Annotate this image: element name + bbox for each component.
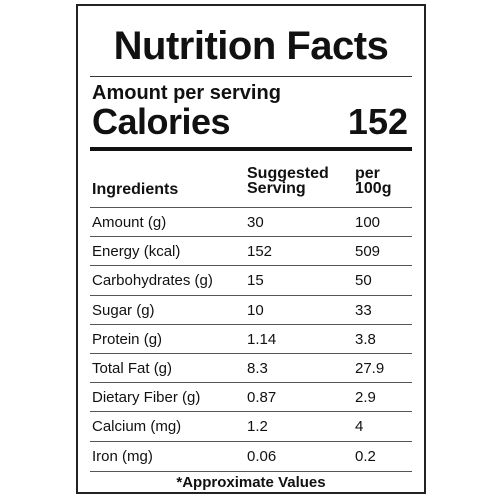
calories-label: Calories: [92, 101, 231, 142]
row-serving-value: 0.87: [247, 389, 277, 407]
row-per100-value: 33: [355, 301, 372, 319]
row-ingredient: Protein (g): [92, 330, 163, 348]
table-row: Energy (kcal) 152 509: [90, 236, 412, 265]
row-serving-value: 15: [247, 272, 264, 290]
header-suggested-serving: Suggested Serving: [247, 165, 347, 197]
footnote: *Approximate Values: [176, 474, 326, 491]
row-per100-value: 100: [355, 214, 381, 231]
row-ingredient: Carbohydrates (g): [92, 272, 213, 290]
header-per-line1: per: [355, 165, 380, 182]
divider-bottom: [90, 471, 412, 472]
table-row: Calcium (mg) 1.2 4: [90, 411, 412, 440]
amount-per-serving-label: Amount per serving: [92, 82, 281, 104]
row-serving-value: 8.3: [247, 359, 268, 377]
table-row: Total Fat (g) 8.3 27.9: [90, 352, 412, 382]
label-title: Nutrition Facts: [113, 24, 389, 68]
row-ingredient: Iron (mg): [92, 447, 153, 465]
row-ingredient: Total Fat (g): [92, 359, 173, 377]
row-serving-value: 0.06: [247, 447, 277, 465]
row-per100-value: 27.9: [355, 359, 385, 377]
header-per-100g: per 100g: [355, 165, 415, 197]
header-suggested-line1: Suggested: [247, 165, 329, 182]
table-row: Amount (g) 30 100: [90, 207, 412, 236]
table-row: Carbohydrates (g) 15 50: [90, 265, 412, 294]
row-ingredient: Energy (kcal): [92, 243, 181, 261]
nutrition-table: Amount (g) 30 100 Energy (kcal) 152 509 …: [90, 207, 412, 470]
row-serving-value: 30: [247, 214, 264, 231]
row-serving-value: 1.2: [247, 418, 268, 436]
row-ingredient: Sugar (g): [92, 301, 155, 319]
row-per100-value: 2.9: [355, 389, 376, 407]
calories-value: 152: [347, 101, 408, 142]
row-per100-value: 4: [355, 418, 364, 436]
table-row: Dietary Fiber (g) 0.87 2.9: [90, 382, 412, 411]
table-row: Protein (g) 1.14 3.8: [90, 323, 412, 353]
divider-thick: [90, 147, 412, 151]
row-per100-value: 0.2: [355, 447, 376, 465]
row-serving-value: 1.14: [247, 330, 277, 348]
header-ingredients: Ingredients: [92, 181, 179, 198]
row-per100-value: 3.8: [355, 330, 376, 348]
row-ingredient: Calcium (mg): [92, 418, 182, 436]
table-row: Sugar (g) 10 33: [90, 294, 412, 324]
row-per100-value: 50: [355, 272, 372, 290]
row-ingredient: Amount (g): [92, 214, 167, 231]
row-ingredient: Dietary Fiber (g): [92, 389, 201, 407]
row-per100-value: 509: [355, 243, 381, 261]
nutrition-label: Nutrition Facts Amount per serving Calor…: [76, 4, 426, 494]
row-serving-value: 10: [247, 301, 264, 319]
divider-top: [90, 76, 412, 77]
header-suggested-line2: Serving: [247, 180, 306, 197]
row-serving-value: 152: [247, 243, 273, 261]
header-per-line2: 100g: [355, 180, 392, 197]
table-row: Iron (mg) 0.06 0.2: [90, 440, 412, 470]
